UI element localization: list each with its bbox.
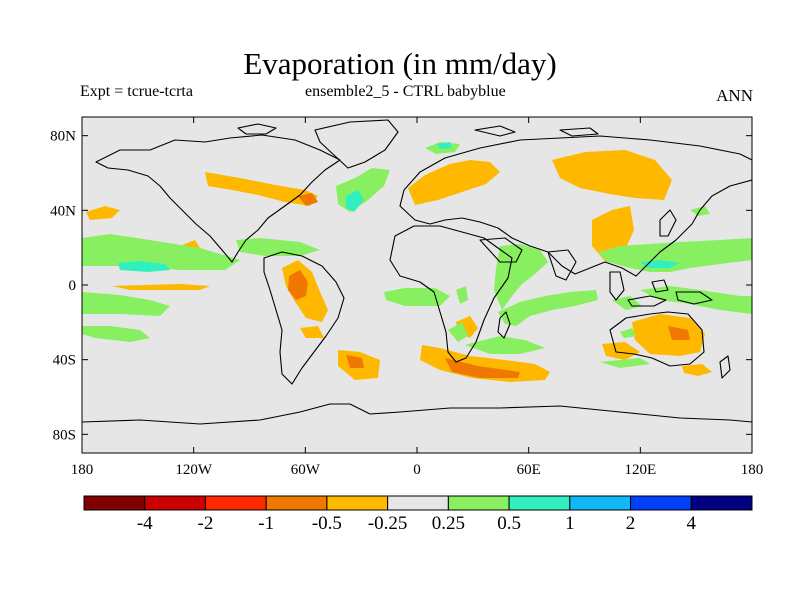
colorbar-label: 4 [687, 513, 697, 534]
colorbar: -4 -2 -1 -0.5 -0.25 0.25 0.5 1 2 4 [83, 495, 753, 534]
contours-dark-orange [288, 193, 690, 378]
colorbar-label: -0.25 [368, 513, 408, 534]
colorbar-swatch [630, 495, 692, 511]
lon-tick-label: 60W [291, 462, 321, 478]
lon-tick-label: 60E [517, 462, 541, 478]
lat-tick-label: 40N [50, 203, 76, 219]
chart-title: Evaporation (in mm/day) [243, 46, 557, 81]
colorbar-label: -2 [198, 513, 214, 534]
colorbar-label: 1 [565, 513, 575, 534]
colorbar-label: -1 [258, 513, 274, 534]
colorbar-swatch [508, 495, 571, 511]
longitude-axis: 180 120W 60W 0 60E 120E 180 [71, 117, 764, 478]
coastlines [82, 119, 752, 425]
colorbar-label: 2 [626, 513, 636, 534]
lat-tick-label: 80N [50, 129, 76, 145]
colorbar-swatch [144, 495, 206, 511]
colorbar-swatch [387, 495, 449, 511]
lat-tick-label: 0 [69, 278, 77, 294]
colorbar-swatch [569, 495, 632, 511]
colorbar-label: -4 [137, 513, 153, 534]
colorbar-swatch [83, 495, 146, 511]
experiment-label: Expt = tcrue-tcrta [80, 83, 193, 100]
lon-tick-label: 180 [741, 462, 764, 478]
lat-tick-label: 80S [53, 427, 76, 443]
season-label: ANN [716, 86, 753, 105]
colorbar-label: 0.25 [432, 513, 465, 534]
colorbar-swatch [447, 495, 510, 511]
contour-fields [82, 142, 752, 382]
colorbar-swatch [690, 495, 753, 511]
lon-tick-label: 180 [71, 462, 94, 478]
colorbar-label: 0.5 [497, 513, 521, 534]
lon-tick-label: 120W [175, 462, 213, 478]
latitude-axis: 80N 40N 0 40S 80S [50, 129, 752, 443]
lat-tick-label: 40S [53, 353, 76, 369]
lon-tick-label: 0 [413, 462, 421, 478]
contours-green [82, 142, 752, 368]
colorbar-swatch [326, 495, 389, 511]
colorbar-swatch [204, 495, 267, 511]
lon-tick-label: 120E [624, 462, 656, 478]
colorbar-label: -0.5 [312, 513, 342, 534]
ensemble-label: ensemble2_5 - CTRL babyblue [305, 83, 506, 100]
colorbar-swatch [265, 495, 328, 511]
